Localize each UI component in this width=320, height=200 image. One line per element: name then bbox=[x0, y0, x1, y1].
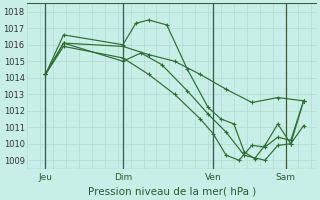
X-axis label: Pression niveau de la mer( hPa ): Pression niveau de la mer( hPa ) bbox=[88, 187, 256, 197]
